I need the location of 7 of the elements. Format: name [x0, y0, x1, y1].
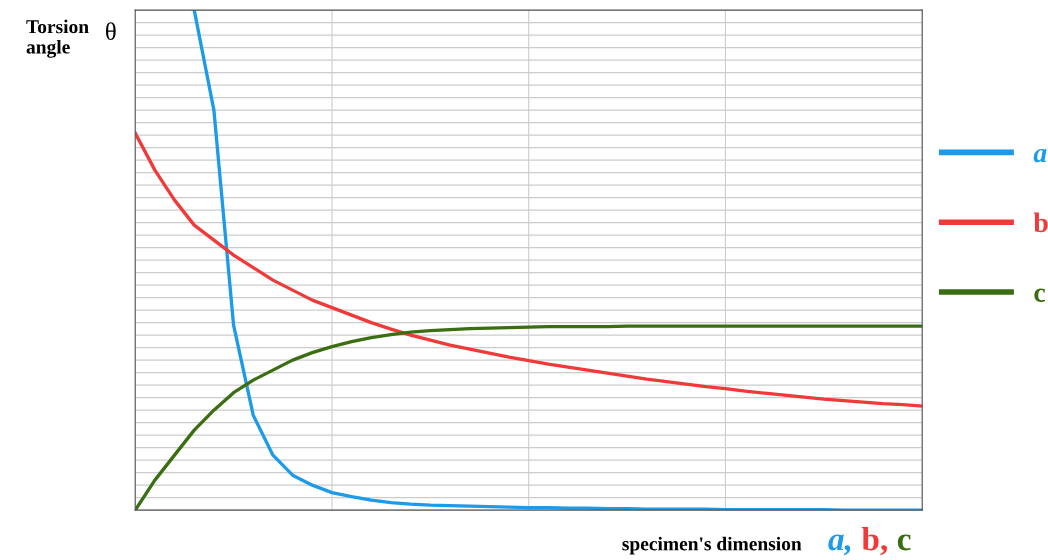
- x-axis-title: specimen's dimension: [622, 536, 802, 555]
- legend-label: c: [1034, 288, 1045, 302]
- y-axis-title: Torsion angle: [26, 19, 89, 58]
- text: θ: [105, 22, 116, 40]
- legend-label: a: [1033, 149, 1047, 163]
- legend-label: b: [1033, 212, 1048, 233]
- text: a, b, c: [828, 526, 911, 556]
